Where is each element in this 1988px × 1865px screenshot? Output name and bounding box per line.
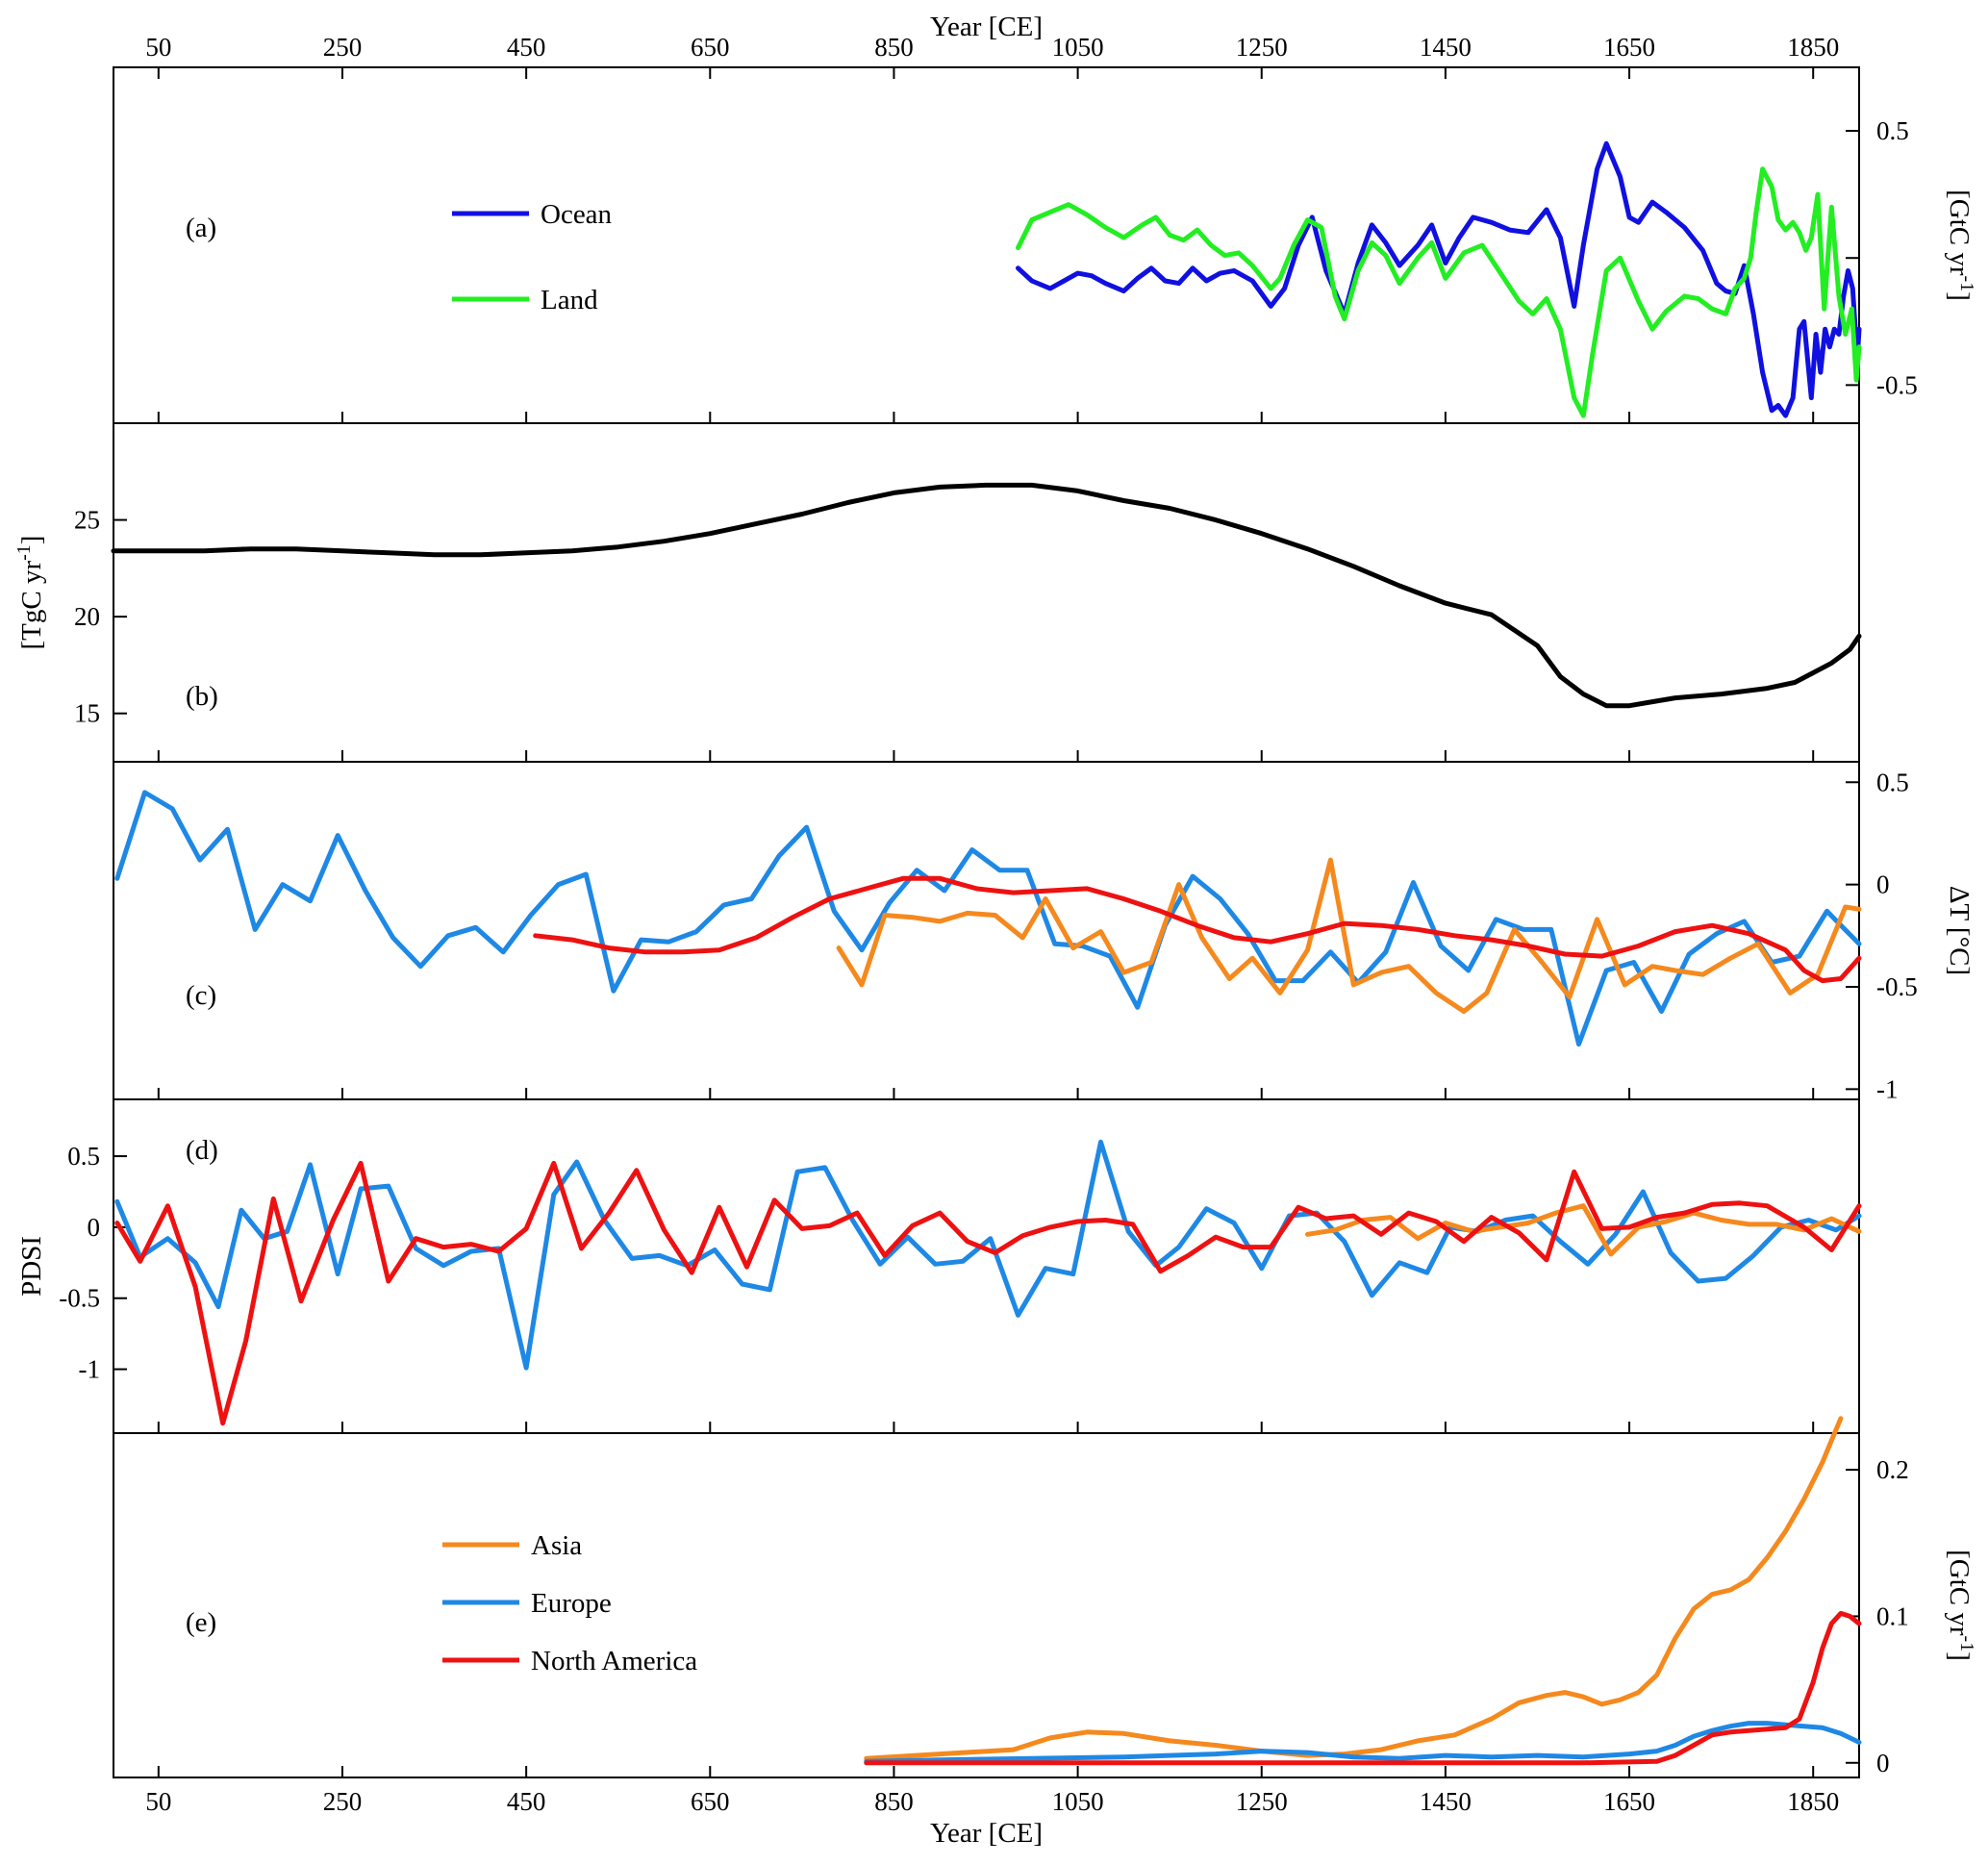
- panel-frame: [113, 761, 1860, 1100]
- legend-label: Ocean: [541, 199, 613, 230]
- y-axis-title-text: [GtC yr-1]: [1944, 189, 1977, 301]
- x-tick-label: 50: [145, 1787, 171, 1816]
- series-line-north-america: [114, 1160, 1862, 1426]
- legend-label: Land: [541, 285, 598, 315]
- panel-frame: [113, 1098, 1860, 1434]
- x-tick-label: 1850: [1787, 1787, 1839, 1816]
- series-line-asia: [1305, 1203, 1862, 1257]
- x-axis-title: Year [CE]: [930, 12, 1043, 42]
- panel-label: (b): [186, 681, 218, 712]
- x-tick-label: 450: [507, 33, 546, 62]
- panel-e: 0 0.1 0.2 50 250 450 650 850 1050 1250 1450 1650 185…: [113, 1416, 1977, 1849]
- x-tick-label: 1050: [1052, 1787, 1104, 1816]
- y-tick-label: 0.5: [1876, 116, 1909, 145]
- y-tick-label: 0: [1876, 1749, 1890, 1777]
- x-tick-label: 1050: [1052, 33, 1104, 62]
- y-tick-label: -1: [1876, 1074, 1899, 1103]
- x-tick-label: 650: [691, 33, 730, 62]
- y-axis-title-text: [TgC yr-1]: [13, 536, 47, 650]
- series-line-europe: [864, 1721, 1862, 1764]
- y-axis-title-text: ΔT [°C]: [1944, 886, 1975, 975]
- y-tick-label: 0.5: [1876, 768, 1909, 796]
- y-axis-title: PDSI: [16, 1236, 47, 1297]
- series-line-north-america: [864, 1610, 1862, 1766]
- legend-label: North America: [531, 1646, 697, 1676]
- panel-a: 0.5 -0.5 50 250 450 650 850 1050 1250 1450 1650 185…: [113, 12, 1977, 424]
- series-line-asia: [836, 857, 1862, 1014]
- legend-label: Asia: [531, 1530, 582, 1561]
- y-tick-label: 0: [1876, 870, 1890, 899]
- y-axis-title: [GtC yr-1]: [1944, 1550, 1977, 1661]
- x-tick-label: 250: [323, 33, 363, 62]
- series-line-asia: [864, 1416, 1844, 1761]
- series-line-north-america: [533, 875, 1862, 984]
- panel-c: 0.5 0 -0.5 -1 ΔT [°C] (c): [113, 761, 1975, 1103]
- y-tick-label: 0.2: [1876, 1455, 1909, 1484]
- x-axis-title: Year [CE]: [930, 1818, 1043, 1849]
- x-tick-label: 1450: [1420, 33, 1472, 62]
- legend-label: Europe: [531, 1588, 612, 1619]
- panel-frame: [113, 1432, 1860, 1778]
- panel-label: (c): [186, 980, 216, 1011]
- panel-b: 15 20 25 [TgC yr-1] (b): [13, 422, 1862, 763]
- y-tick-label: 0.5: [67, 1142, 100, 1171]
- x-tick-label: 850: [874, 33, 914, 62]
- y-tick-label: 25: [74, 506, 100, 535]
- x-tick-label: 1250: [1236, 1787, 1288, 1816]
- panel-frame: [113, 422, 1860, 763]
- x-tick-label: 1650: [1603, 1787, 1655, 1816]
- panel-label: (a): [186, 213, 216, 243]
- y-tick-label: 20: [74, 602, 100, 631]
- series-line-land: [1016, 166, 1862, 418]
- y-tick-label: -0.5: [59, 1284, 100, 1313]
- y-tick-label: 0.1: [1876, 1601, 1909, 1630]
- y-tick-label: 15: [74, 699, 100, 728]
- panel-label: (d): [186, 1135, 218, 1166]
- x-tick-label: 650: [691, 1787, 730, 1816]
- y-axis-title: ΔT [°C]: [1944, 886, 1975, 975]
- series-line-europe: [114, 1139, 1862, 1371]
- x-tick-label: 50: [145, 33, 171, 62]
- y-tick-label: 0: [88, 1213, 101, 1242]
- x-tick-label: 1850: [1787, 33, 1839, 62]
- y-axis-title-text: PDSI: [16, 1236, 47, 1297]
- x-tick-label: 1250: [1236, 33, 1288, 62]
- panel-d: 0.5 0 -0.5 -1 PDSI (d): [16, 1098, 1862, 1434]
- series-line-europe: [114, 790, 1862, 1047]
- y-tick-label: -1: [79, 1355, 101, 1384]
- x-tick-label: 450: [507, 1787, 546, 1816]
- series-line-ocean: [1016, 140, 1862, 418]
- y-axis-title: [TgC yr-1]: [13, 536, 47, 650]
- y-tick-label: -0.5: [1876, 370, 1918, 399]
- y-axis-title-text: [GtC yr-1]: [1944, 1550, 1977, 1661]
- panel-frame: [113, 66, 1860, 424]
- series-line-main: [111, 482, 1862, 709]
- x-tick-label: 1450: [1420, 1787, 1472, 1816]
- panel-label: (e): [186, 1607, 216, 1638]
- x-tick-label: 1650: [1603, 33, 1655, 62]
- y-axis-title: [GtC yr-1]: [1944, 189, 1977, 301]
- x-tick-label: 250: [323, 1787, 363, 1816]
- y-tick-label: -0.5: [1876, 972, 1918, 1001]
- x-tick-label: 850: [874, 1787, 914, 1816]
